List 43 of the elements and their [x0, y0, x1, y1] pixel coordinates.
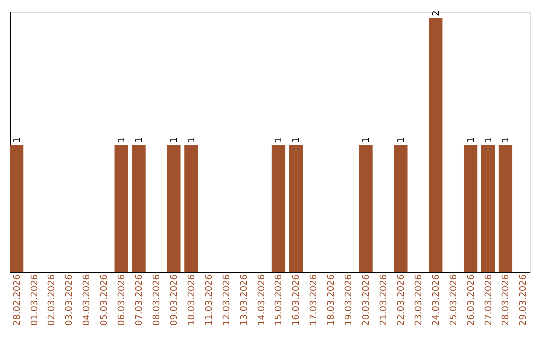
x-tick-label: 12.03.2026	[222, 274, 232, 326]
x-tick-label: 28.03.2026	[502, 274, 512, 326]
data-label: 1	[274, 137, 285, 144]
x-tick-label: 21.03.2026	[380, 274, 390, 326]
data-label: 1	[484, 137, 494, 144]
x-tick-label: 14.03.2026	[257, 274, 268, 326]
x-tick-label: 20.03.2026	[362, 274, 372, 326]
x-tick-label: 05.03.2026	[100, 274, 110, 326]
x-tick-label: 28.02.2026	[12, 274, 23, 326]
data-label: 1	[292, 137, 302, 144]
data-label: 1	[396, 137, 407, 144]
x-tick-label: 10.03.2026	[187, 274, 198, 326]
x-tick-label: 27.03.2026	[484, 274, 494, 326]
data-label: 1	[502, 137, 512, 144]
x-tick-label: 01.03.2026	[30, 274, 40, 326]
x-tick-label: 11.03.2026	[204, 274, 215, 326]
x-tick-label: 15.03.2026	[274, 274, 285, 326]
x-tick-label: 04.03.2026	[82, 274, 93, 326]
x-tick-label: 23.03.2026	[414, 274, 424, 326]
data-label: 1	[362, 137, 372, 144]
data-label: 1	[135, 137, 146, 144]
x-tick-label: 22.03.2026	[396, 274, 407, 326]
x-tick-label: 08.03.2026	[152, 274, 162, 326]
x-tick-label: 13.03.2026	[240, 274, 250, 326]
x-tick-label: 09.03.2026	[170, 274, 180, 326]
data-label: 1	[118, 137, 128, 144]
x-tick-label: 25.03.2026	[449, 274, 460, 326]
x-tick-label: 16.03.2026	[292, 274, 302, 326]
x-tick-label: 26.03.2026	[466, 274, 477, 326]
x-tick-label: 18.03.2026	[327, 274, 338, 326]
data-label: 1	[12, 137, 23, 144]
x-tick-label: 02.03.2026	[48, 274, 58, 326]
x-tick-label: 17.03.2026	[310, 274, 320, 326]
x-tick-label: 06.03.2026	[118, 274, 128, 326]
x-tick-label: 19.03.2026	[344, 274, 355, 326]
x-tick-label: 24.03.2026	[432, 274, 442, 326]
x-tick-label: 29.03.2026	[519, 274, 530, 326]
x-tick-label: 03.03.2026	[65, 274, 76, 326]
data-label: 2	[432, 10, 442, 16]
data-label: 1	[170, 137, 180, 144]
x-tick-label: 07.03.2026	[135, 274, 146, 326]
data-label: 1	[466, 137, 477, 144]
data-label: 1	[187, 137, 198, 144]
